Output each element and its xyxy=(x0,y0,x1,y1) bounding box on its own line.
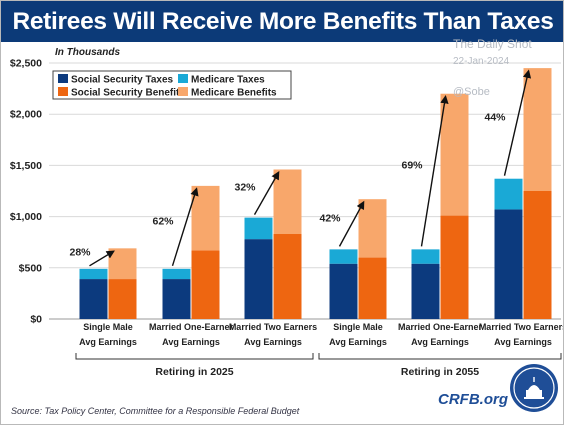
increase-arrow xyxy=(253,171,280,215)
category-label: Avg Earnings xyxy=(329,337,387,347)
bar-medicare-benefits xyxy=(358,199,387,258)
bar-medicare-taxes xyxy=(329,249,358,264)
bar-medicare-benefits xyxy=(440,93,469,216)
bar-social-security-benefits xyxy=(191,250,220,319)
y-tick-label: $2,000 xyxy=(10,109,42,121)
bar-social-security-benefits xyxy=(523,191,552,319)
legend-label: Medicare Benefits xyxy=(191,88,277,99)
category-label: Avg Earnings xyxy=(79,337,137,347)
y-tick-label: $1,000 xyxy=(10,211,42,223)
category-label: Avg Earnings xyxy=(411,337,469,347)
bar-medicare-benefits xyxy=(108,248,137,280)
increase-arrow xyxy=(420,95,449,247)
percent-label: 44% xyxy=(484,111,506,123)
legend-swatch xyxy=(58,87,68,96)
legend-swatch xyxy=(58,74,68,83)
bar-social-security-taxes xyxy=(329,263,358,319)
category-label: Single Male xyxy=(333,322,383,332)
bar-social-security-taxes xyxy=(494,209,523,319)
bar-medicare-taxes xyxy=(162,268,191,280)
bar-medicare-taxes xyxy=(244,217,273,240)
units-note: In Thousands xyxy=(55,47,120,58)
capitol-seal-icon xyxy=(510,364,558,412)
bar-medicare-taxes xyxy=(79,268,108,280)
source-note: Source: Tax Policy Center, Committee for… xyxy=(11,406,300,416)
watermark-name: The Daily Shot xyxy=(453,37,532,51)
category-label: Married Two Earners xyxy=(229,322,317,332)
bar-medicare-benefits xyxy=(273,169,302,235)
chart-title: Retirees Will Receive More Benefits Than… xyxy=(12,8,554,76)
legend-swatch xyxy=(178,74,188,83)
watermark-date: 22-Jan-2024 xyxy=(453,56,510,67)
bar-social-security-benefits xyxy=(440,215,469,319)
bar-social-security-benefits xyxy=(273,234,302,319)
increase-arrow xyxy=(338,200,365,247)
brand-logo[interactable]: CRFB.org xyxy=(438,391,508,408)
percent-label: 28% xyxy=(69,247,91,259)
group-bracket xyxy=(75,353,314,360)
y-tick-label: $0 xyxy=(30,314,42,326)
bar-social-security-benefits xyxy=(108,279,137,319)
category-label: Married Two Earners xyxy=(479,322,564,332)
group-label: Retiring in 2025 xyxy=(155,366,233,378)
increase-arrow xyxy=(171,187,199,267)
bar-social-security-taxes xyxy=(411,263,440,319)
group-label: Retiring in 2055 xyxy=(401,366,479,378)
increase-arrow xyxy=(503,69,532,176)
legend-box xyxy=(52,70,292,100)
bar-social-security-taxes xyxy=(162,279,191,319)
percent-label: 42% xyxy=(319,212,341,224)
legend-label: Social Security Taxes xyxy=(71,75,174,86)
legend-label: Social Security Benefits xyxy=(71,88,185,99)
category-label: Avg Earnings xyxy=(162,337,220,347)
bar-medicare-benefits xyxy=(191,185,220,251)
bar-medicare-taxes xyxy=(411,249,440,264)
bar-medicare-taxes xyxy=(494,178,523,210)
category-label: Married One-Earner xyxy=(398,322,483,332)
y-tick-label: $2,500 xyxy=(10,58,42,70)
title-bar xyxy=(1,1,563,42)
category-label: Avg Earnings xyxy=(494,337,552,347)
category-label: Single Male xyxy=(83,322,133,332)
percent-label: 32% xyxy=(234,182,256,194)
group-bracket xyxy=(318,353,562,360)
category-label: Married One-Earner xyxy=(149,322,234,332)
bar-medicare-benefits xyxy=(523,68,552,191)
y-tick-label: $500 xyxy=(19,262,43,274)
category-label: Avg Earnings xyxy=(244,337,302,347)
y-tick-label: $1,500 xyxy=(10,160,42,172)
increase-arrow xyxy=(89,250,115,267)
percent-label: 62% xyxy=(152,215,174,227)
legend-swatch xyxy=(178,87,188,96)
legend-label: Medicare Taxes xyxy=(191,75,265,86)
percent-label: 69% xyxy=(401,160,423,172)
bar-social-security-taxes xyxy=(244,239,273,319)
bar-social-security-taxes xyxy=(79,279,108,319)
watermark-handle: @Sobe xyxy=(453,86,490,98)
bar-social-security-benefits xyxy=(358,257,387,319)
